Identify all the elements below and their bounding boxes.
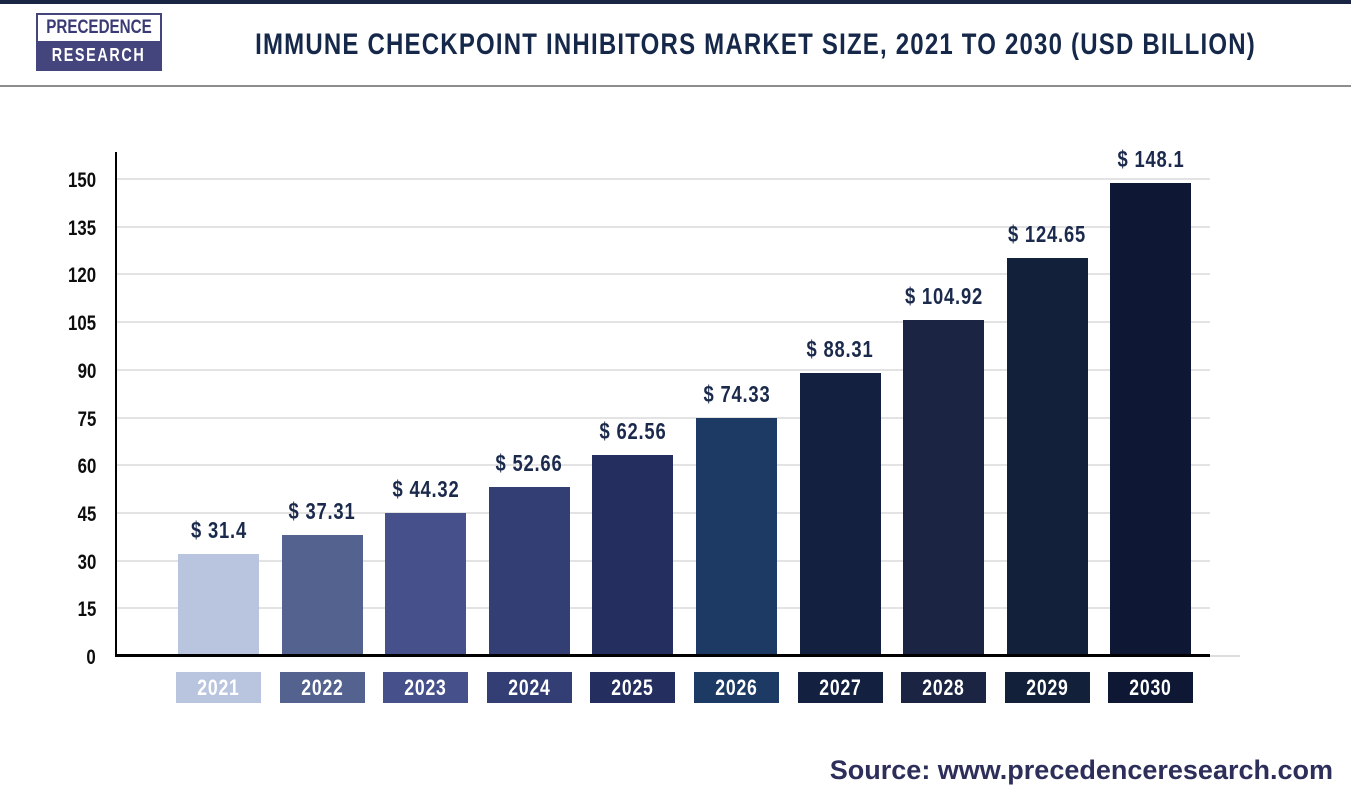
bar-value-label: $ 124.65 [999,221,1097,248]
bar-2022 [281,535,363,654]
bar-value-label: $ 148.1 [1109,146,1193,173]
bar-value-label: $ 44.32 [384,476,468,503]
source-attribution: Source: www.precedenceresearch.com [829,755,1333,785]
logo-line1-text: PRECEDENCE [46,17,152,38]
bar-2029 [1006,257,1088,654]
bar-value-label: $ 37.31 [280,498,364,525]
x-axis-line [115,654,1210,657]
y-tick-label-text: 75 [77,407,96,431]
bar-value-label-text: $ 88.31 [806,336,874,363]
x-category-label-text: 2025 [611,674,655,700]
bar-2027 [799,373,881,654]
y-axis-line [115,152,117,657]
bar-value-label: $ 62.56 [591,418,675,445]
bar-value-label-text: $ 74.33 [703,380,770,407]
x-category-label-2025: 2025 [590,672,676,703]
y-tick-label: 30 [73,551,96,575]
top-border [0,0,1351,4]
gridline [117,178,1210,180]
y-tick-label-text: 105 [67,312,96,336]
y-tick-label: 15 [73,598,96,622]
plot-area: $ 31.4 2021 $ 37.31 2022 $ 44.32 2023 $ 52.66 2… [115,146,1210,703]
header: PRECEDENCE RESEARCH IMMUNE CHECKPOINT IN… [0,4,1351,85]
x-category-label-2027: 2027 [797,672,883,703]
bar-value-label: $ 52.66 [487,450,571,477]
y-tick-label-text: 120 [67,264,96,288]
bar-2021 [178,554,259,654]
bar-value-label: $ 31.4 [184,517,254,544]
bar-value-label: $ 74.33 [695,381,779,408]
bar-2024 [488,486,570,654]
bar-2025 [592,455,674,654]
y-tick-label: 45 [73,503,96,527]
x-category-label-2022: 2022 [279,672,365,703]
y-tick-label: 150 [61,169,96,193]
gridline [117,273,1210,276]
y-tick-label-text: 150 [67,169,96,192]
bar-value-label-text: $ 104.92 [904,283,983,310]
gridline [117,416,1210,419]
bar-value-label: $ 104.92 [895,283,993,310]
bar-value-label-text: $ 52.66 [495,449,563,476]
bar-value-label-text: $ 124.65 [1008,220,1087,247]
gridline [117,225,1210,228]
y-tick-label-text: 60 [77,455,96,479]
bar-2026 [696,417,777,654]
x-category-label-text: 2029 [1026,674,1069,700]
bar-value-label-text: $ 62.56 [599,418,667,445]
bar-2023 [385,513,467,654]
x-category-label-2026: 2026 [694,672,779,703]
bar-value-label-text: $ 44.32 [392,476,460,503]
y-tick-label-text: 135 [67,216,96,240]
y-tick-label-text: 0 [86,646,96,669]
y-tick-label: 120 [61,264,96,288]
y-tick-label-text: 90 [77,359,96,383]
y-tick-label: 0 [84,646,96,670]
x-category-label-text: 2026 [715,674,758,700]
precedence-research-logo: PRECEDENCE RESEARCH [36,13,162,71]
x-category-label-2029: 2029 [1004,672,1090,703]
chart-title: IMMUNE CHECKPOINT INHIBITORS MARKET SIZE… [255,27,1256,61]
logo-line2: RESEARCH [38,41,160,69]
x-axis-extension-line [1210,655,1240,657]
header-divider [0,85,1351,87]
y-tick-label-text: 15 [77,598,96,622]
x-category-label-2030: 2030 [1108,672,1194,703]
x-category-label-2024: 2024 [486,672,572,703]
x-category-label-text: 2022 [300,674,344,700]
x-category-label-text: 2021 [197,674,240,700]
y-axis-tick-labels: 0 15 30 45 60 75 90 105 120 135 150 [0,152,104,669]
x-category-label-2021: 2021 [176,672,261,703]
y-tick-label: 60 [73,455,96,479]
x-category-label-text: 2023 [404,674,447,700]
y-tick-label-text: 45 [77,502,96,526]
logo-line2-text: RESEARCH [52,44,146,65]
y-tick-label: 135 [61,217,96,241]
y-tick-label-text: 30 [77,550,96,574]
title-wrap: IMMUNE CHECKPOINT INHIBITORS MARKET SIZE… [170,4,1341,85]
bar-value-label-text: $ 31.4 [190,517,247,544]
x-category-label-text: 2027 [818,674,862,700]
x-category-label-text: 2030 [1129,674,1173,700]
y-tick-label: 75 [73,408,96,432]
bar-2028 [903,320,985,654]
y-tick-label: 90 [73,360,96,384]
bar-value-label: $ 88.31 [798,336,882,363]
bar-2030 [1110,183,1192,654]
bar-value-label-text: $ 148.1 [1117,146,1185,173]
gridline [117,368,1210,371]
gridline [117,321,1210,324]
logo-line1: PRECEDENCE [38,15,160,41]
x-category-label-text: 2024 [508,674,551,700]
bar-value-label-text: $ 37.31 [288,498,356,525]
y-tick-label: 105 [61,312,96,336]
x-category-label-text: 2028 [922,674,965,700]
x-category-label-2023: 2023 [383,672,469,703]
x-category-label-2028: 2028 [901,672,987,703]
